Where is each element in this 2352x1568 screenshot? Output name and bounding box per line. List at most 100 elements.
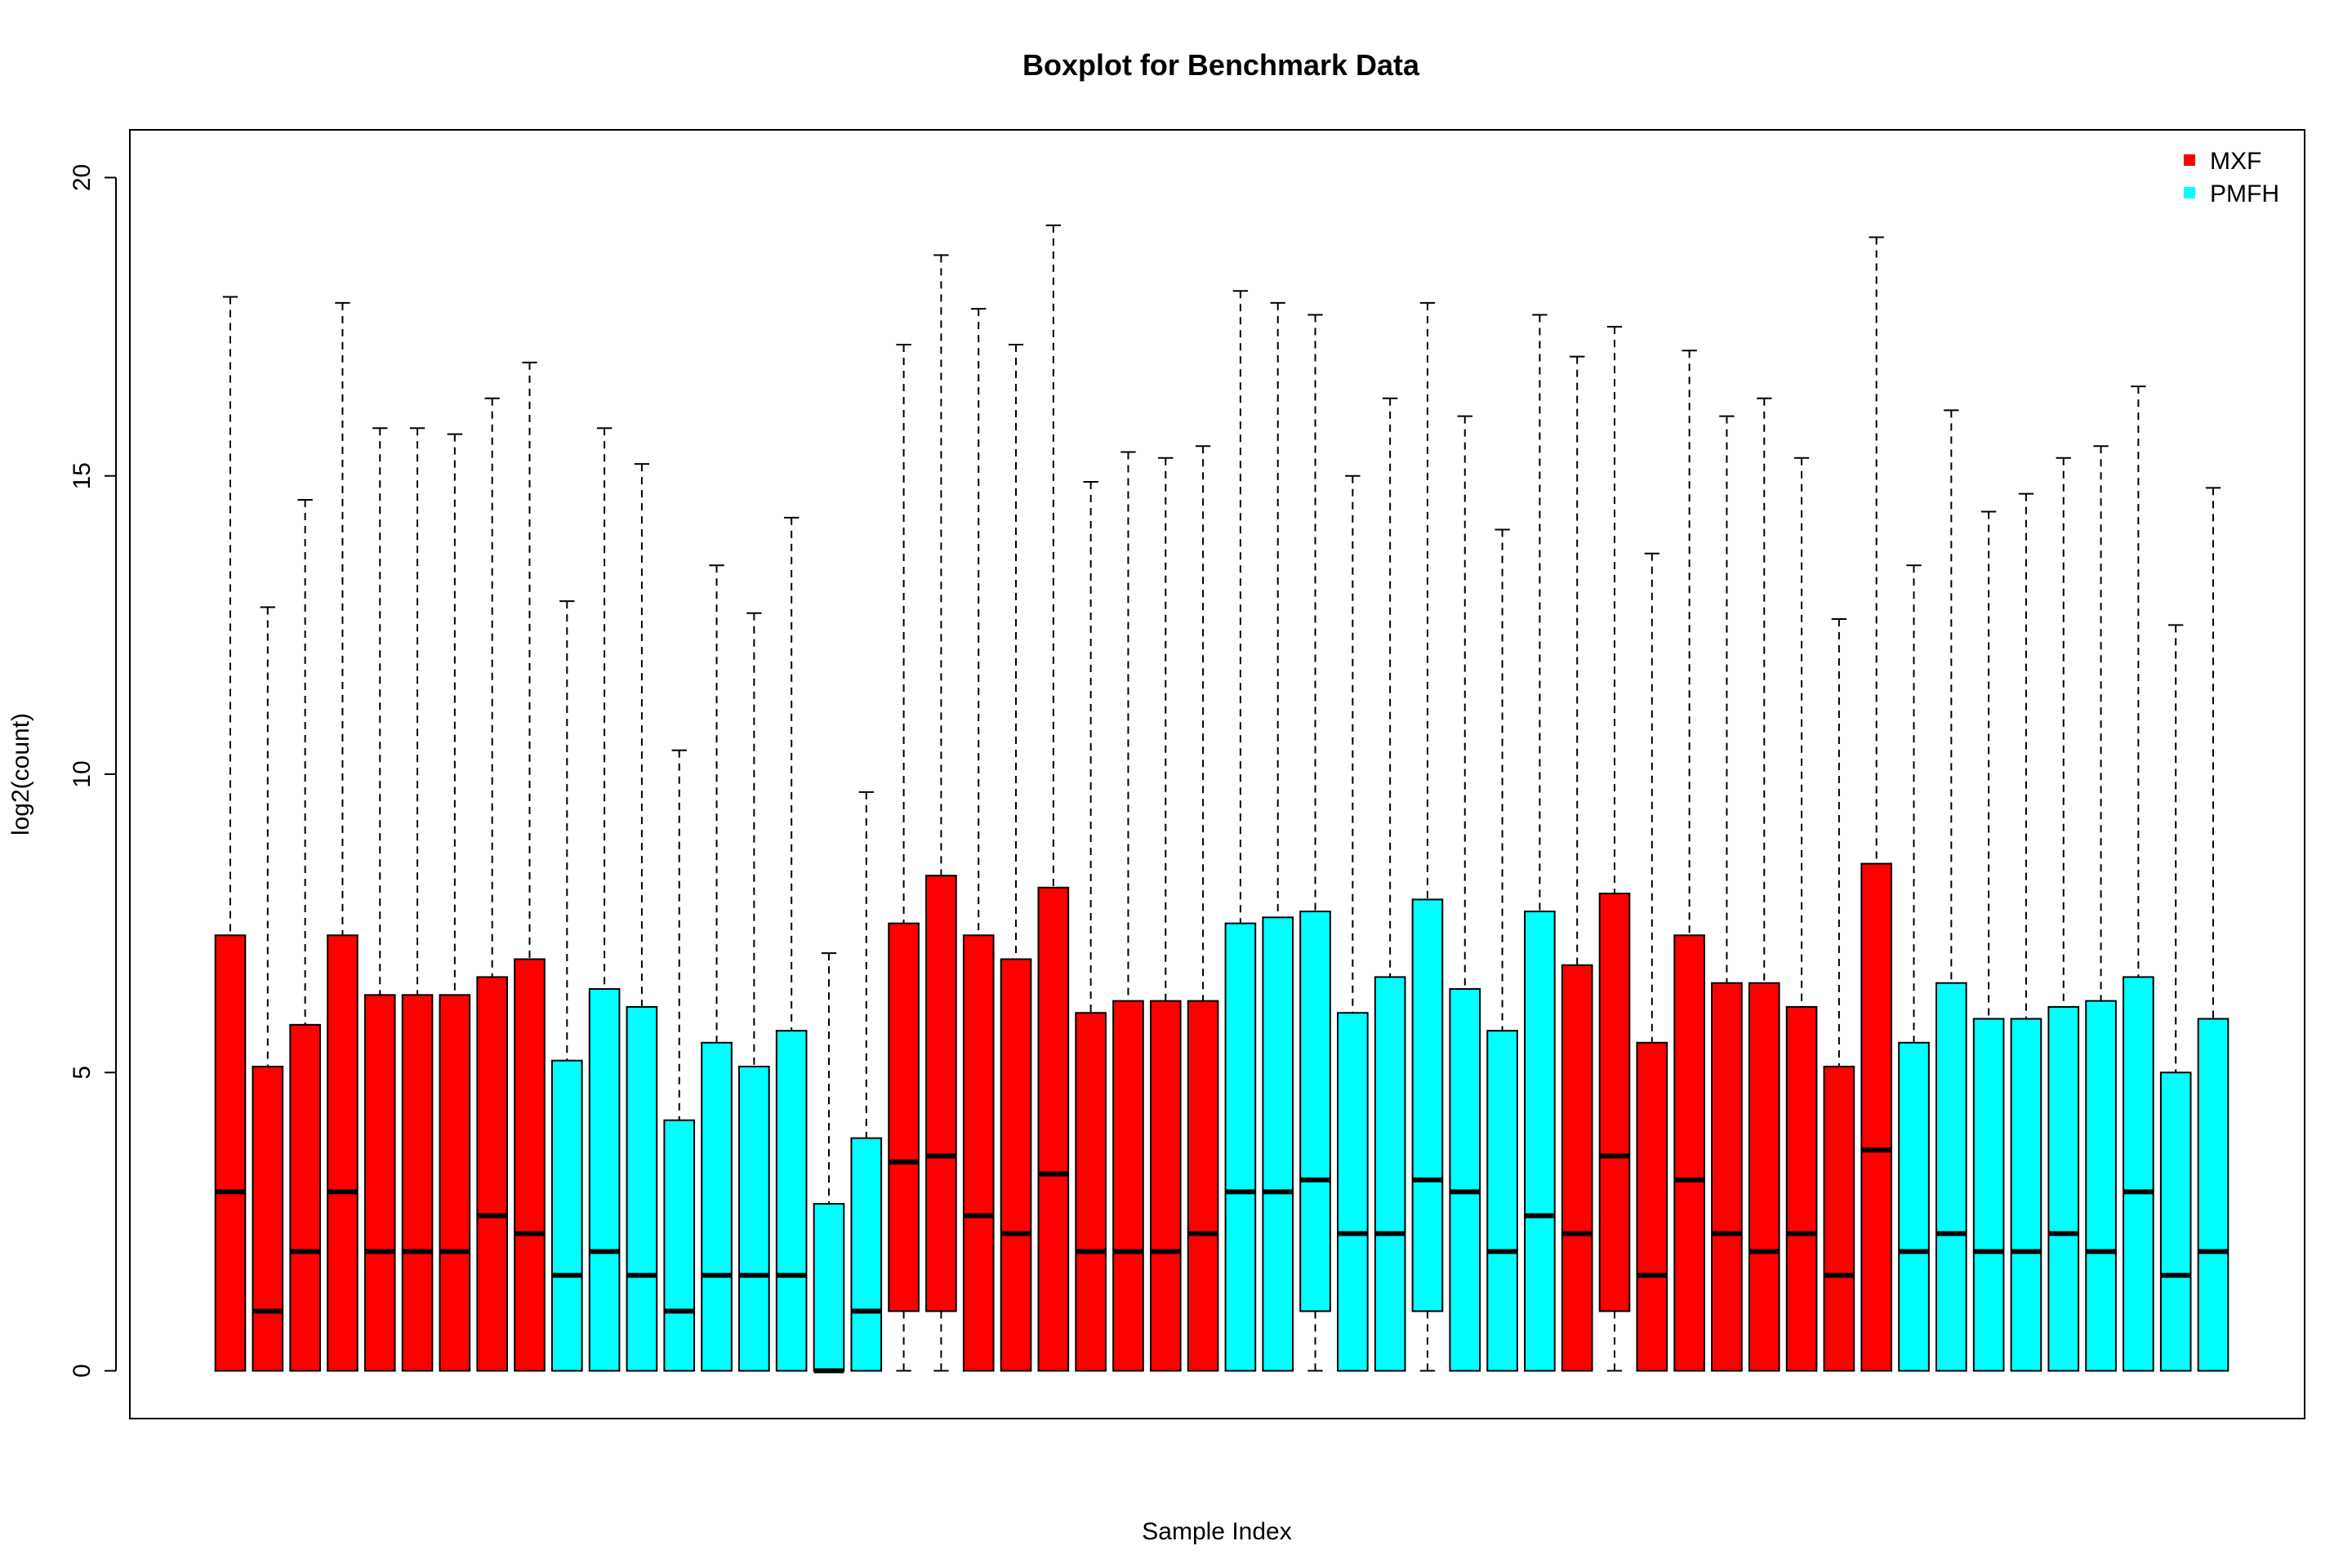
y-axis: 0 5 10 15 20 [69,164,117,1378]
box-body [1299,911,1331,1312]
box-body [701,1041,733,1372]
box-body [1075,1012,1107,1372]
y-tick-label: 10 [69,760,96,787]
box-6 [401,427,434,1372]
box-29 [1262,301,1294,1372]
box-51 [2085,445,2117,1372]
box-body [514,958,546,1372]
box-body [2159,1071,2192,1372]
box-body [2123,976,2154,1372]
box-54 [2197,487,2230,1372]
box-50 [2047,457,2080,1372]
box-body [775,1030,808,1372]
box-body [2010,1018,2042,1372]
box-body [813,1203,845,1372]
box-body [1524,911,1556,1372]
box-12 [626,463,658,1372]
box-body [925,875,957,1312]
box-body [1037,886,1070,1372]
box-43 [1785,457,1818,1372]
box-1 [214,296,247,1372]
box-2 [252,606,284,1372]
box-body [2197,1018,2230,1372]
box-25 [1112,451,1144,1372]
box-body [252,1065,284,1372]
box-body [1486,1030,1518,1372]
box-3 [289,498,321,1372]
box-21 [962,308,995,1372]
box-46 [1898,564,1930,1372]
legend-item-mxf: MXF [2184,148,2261,175]
box-body [1224,922,1257,1372]
y-tick-label: 20 [69,164,96,191]
box-body [1748,982,1780,1372]
box-42 [1748,397,1780,1372]
box-22 [1000,344,1032,1372]
box-20 [925,254,957,1372]
legend-swatch [2184,154,2195,166]
box-body [850,1137,883,1372]
box-11 [588,427,621,1372]
box-33 [1411,301,1444,1372]
box-16 [775,516,808,1372]
box-body [327,934,359,1372]
box-body [289,1023,321,1372]
box-body [588,988,621,1372]
box-39 [1636,552,1668,1372]
box-32 [1374,397,1406,1372]
y-tick-label: 5 [69,1066,96,1080]
box-47 [1935,409,1967,1372]
box-body [1898,1041,1930,1372]
box-7 [439,433,471,1372]
box-5 [363,427,396,1372]
y-tick-label: 15 [69,462,96,489]
box-body [1449,988,1481,1372]
box-27 [1187,445,1219,1372]
box-37 [1561,355,1593,1372]
box-10 [550,600,583,1372]
box-body [1972,1018,2005,1372]
box-body [738,1065,770,1372]
box-52 [2123,385,2154,1372]
box-body [1000,958,1032,1372]
legend-swatch [2184,187,2195,198]
box-body [2047,1005,2080,1372]
box-body [214,934,247,1372]
box-body [1785,1005,1818,1372]
box-body [1673,934,1705,1372]
box-body [1149,1000,1182,1372]
box-body [1711,982,1743,1372]
boxes-group [214,224,2230,1374]
box-15 [738,612,770,1372]
box-40 [1673,350,1705,1372]
box-23 [1037,224,1070,1372]
box-9 [514,361,546,1372]
box-body [663,1119,696,1372]
box-body [1935,982,1967,1372]
box-body [888,922,920,1312]
box-31 [1337,474,1369,1372]
box-body [1262,916,1294,1372]
box-49 [2010,492,2042,1372]
box-17 [813,952,845,1374]
box-body [1337,1012,1369,1372]
legend-label: PMFH [2210,180,2279,207]
box-body [1598,893,1631,1312]
box-body [2085,1000,2117,1372]
box-48 [1972,510,2005,1372]
box-35 [1486,528,1518,1372]
box-8 [476,397,509,1372]
box-26 [1149,457,1182,1372]
box-body [439,994,471,1372]
box-body [1187,1000,1219,1372]
y-axis-label: log2(count) [7,713,34,835]
box-45 [1860,236,1893,1372]
box-30 [1299,314,1331,1372]
box-4 [327,301,359,1372]
box-body [1374,976,1406,1372]
box-18 [850,791,883,1372]
box-44 [1823,618,1855,1372]
plot-frame [129,129,2305,1419]
box-body [1636,1041,1668,1372]
